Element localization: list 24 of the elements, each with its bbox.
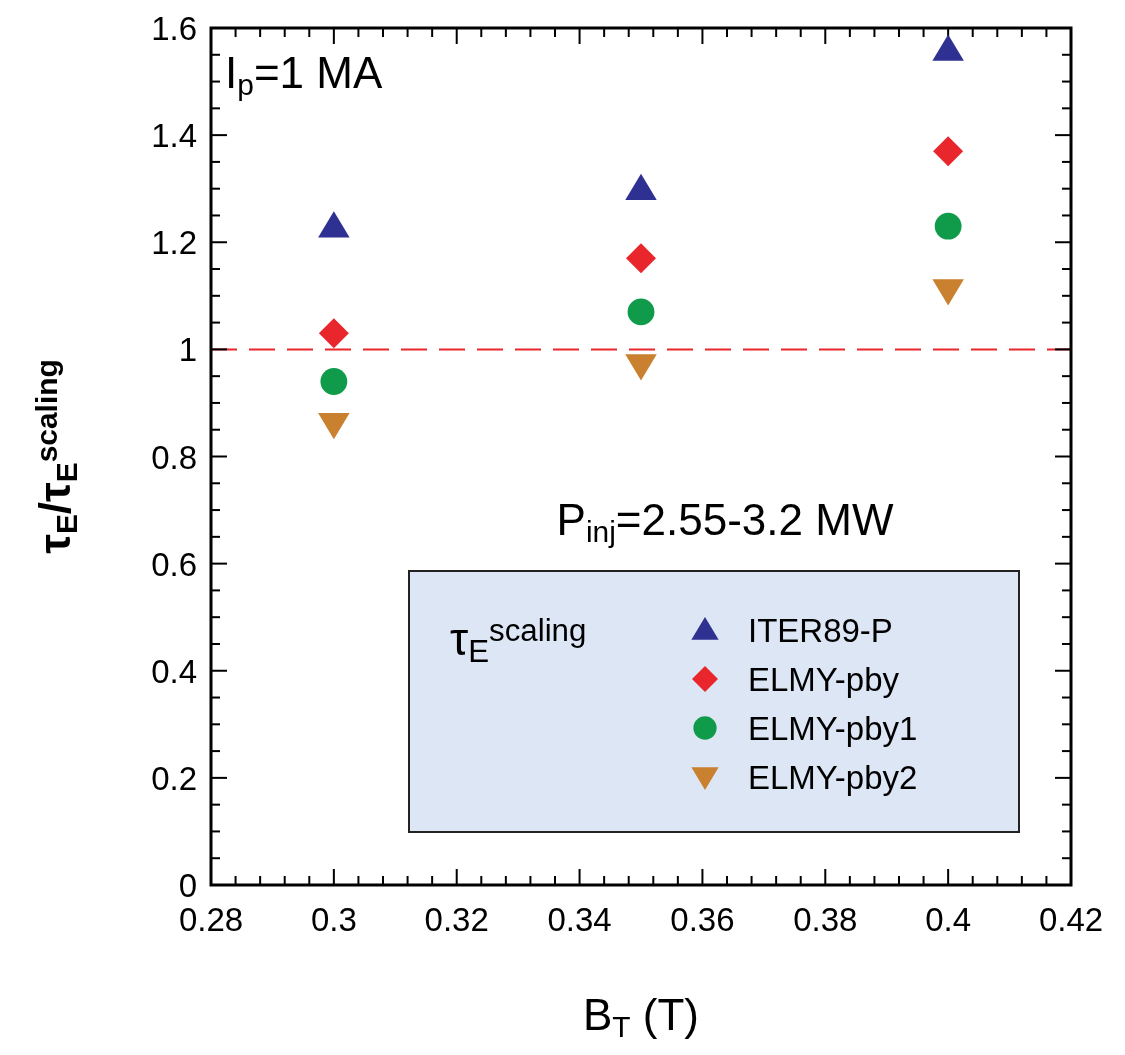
y-tick-label: 1.6 <box>151 10 197 47</box>
x-tick-label: 0.36 <box>670 901 735 938</box>
legend-label: ITER89-P <box>748 612 893 649</box>
x-axis-title: B$_{T}$ (T) <box>582 990 700 1043</box>
legend-label: ELMY-pby <box>748 661 900 698</box>
legend-label: ELMY-pby2 <box>748 759 918 796</box>
legend-label: ELMY-pby1 <box>748 710 918 747</box>
x-tick-label: 0.42 <box>1038 901 1104 938</box>
x-tick-label: 0.28 <box>178 901 244 938</box>
y-tick-label: 0.4 <box>151 652 197 690</box>
y-tick-label: 0.2 <box>151 759 197 797</box>
y-tick-label: 1.2 <box>151 224 197 262</box>
x-tick-label: 0.32 <box>424 901 489 938</box>
y-tick-label: 1 <box>178 331 197 369</box>
x-tick-label: 0.3 <box>310 901 357 938</box>
y-tick-label: 1.4 <box>151 117 197 155</box>
y-tick-label: 0.8 <box>151 438 197 476</box>
annotation: P$_{inj}$=2.55-3.2 MW <box>556 495 894 548</box>
y-tick-label: 0 <box>178 867 197 904</box>
x-tick-label: 0.34 <box>547 901 612 938</box>
x-tick-label: 0.4 <box>925 901 972 938</box>
y-tick-label: 0.6 <box>151 545 197 583</box>
x-tick-label: 0.38 <box>793 901 858 938</box>
annotation: I$_{p}$=1 MA <box>225 48 383 101</box>
